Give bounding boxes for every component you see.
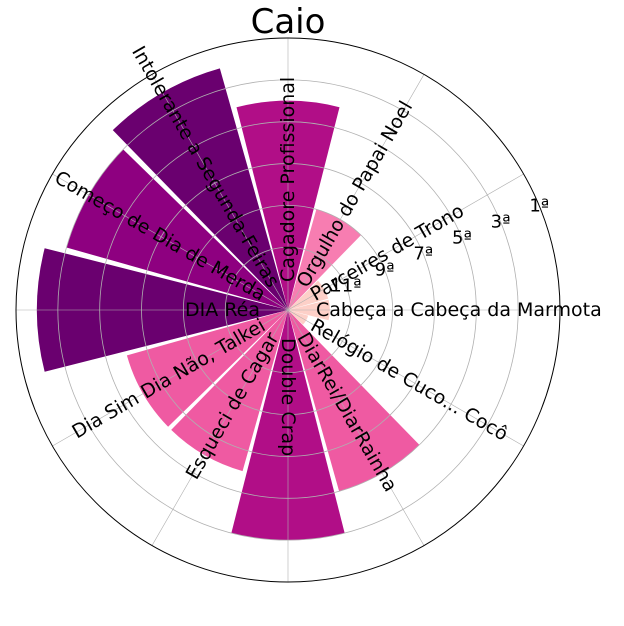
bar-12 xyxy=(288,310,309,325)
bar-9 xyxy=(171,310,288,472)
radial-tick-label: 3ª xyxy=(491,211,511,232)
bar-6 xyxy=(66,149,288,310)
radial-tick-label: 1ª xyxy=(529,195,549,216)
chart-title: Caio xyxy=(251,2,326,42)
bar-2 xyxy=(288,280,329,310)
grid-spoke xyxy=(52,173,289,311)
bar-label-7: DIA Réa xyxy=(185,299,260,321)
grid-spoke xyxy=(287,309,524,447)
bar-label-4: Cagadore Profissional xyxy=(277,77,299,282)
radial-tick-label: 5ª xyxy=(452,227,472,248)
grid-spoke xyxy=(287,173,524,311)
radial-tick-label: 11ª xyxy=(330,275,361,296)
bar-8 xyxy=(126,310,288,427)
bar-label-1: Cabeça a Cabeça da Marmota xyxy=(316,299,602,321)
grid-spoke xyxy=(287,74,425,311)
bar-3 xyxy=(288,209,361,310)
bar-5 xyxy=(112,68,288,310)
bar-11 xyxy=(288,310,420,492)
grid-spoke xyxy=(287,309,425,546)
radial-ticks-group: 1ª 3ª 5ª 7ª 9ª 11ª xyxy=(330,195,549,296)
grid-spoke xyxy=(151,74,289,311)
radial-tick-label: 9ª xyxy=(375,259,395,280)
grid-group xyxy=(15,37,561,583)
bar-label-10: Double Crap xyxy=(277,338,299,456)
radial-tick-label: 7ª xyxy=(413,243,433,264)
grid-spoke xyxy=(52,309,289,447)
outer-ring xyxy=(15,37,561,583)
grid-spoke xyxy=(151,309,289,546)
